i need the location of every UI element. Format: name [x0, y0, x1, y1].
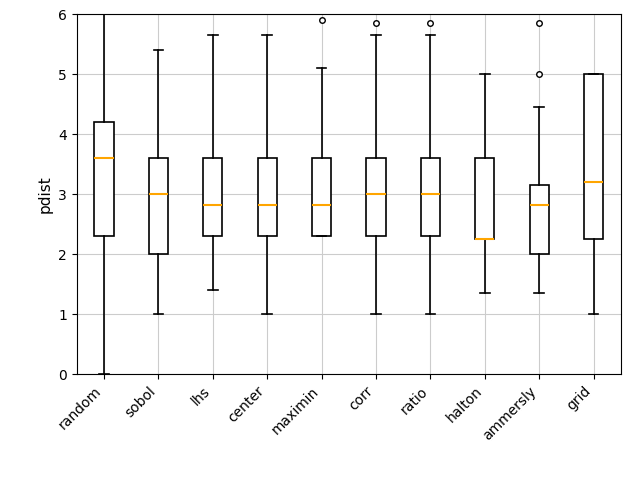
PathPatch shape: [312, 158, 331, 237]
PathPatch shape: [95, 122, 113, 237]
PathPatch shape: [584, 74, 603, 240]
PathPatch shape: [421, 158, 440, 237]
Y-axis label: pdist: pdist: [38, 176, 52, 213]
PathPatch shape: [149, 158, 168, 254]
PathPatch shape: [258, 158, 276, 237]
PathPatch shape: [367, 158, 385, 237]
PathPatch shape: [476, 158, 494, 240]
PathPatch shape: [204, 158, 222, 237]
PathPatch shape: [530, 185, 548, 254]
